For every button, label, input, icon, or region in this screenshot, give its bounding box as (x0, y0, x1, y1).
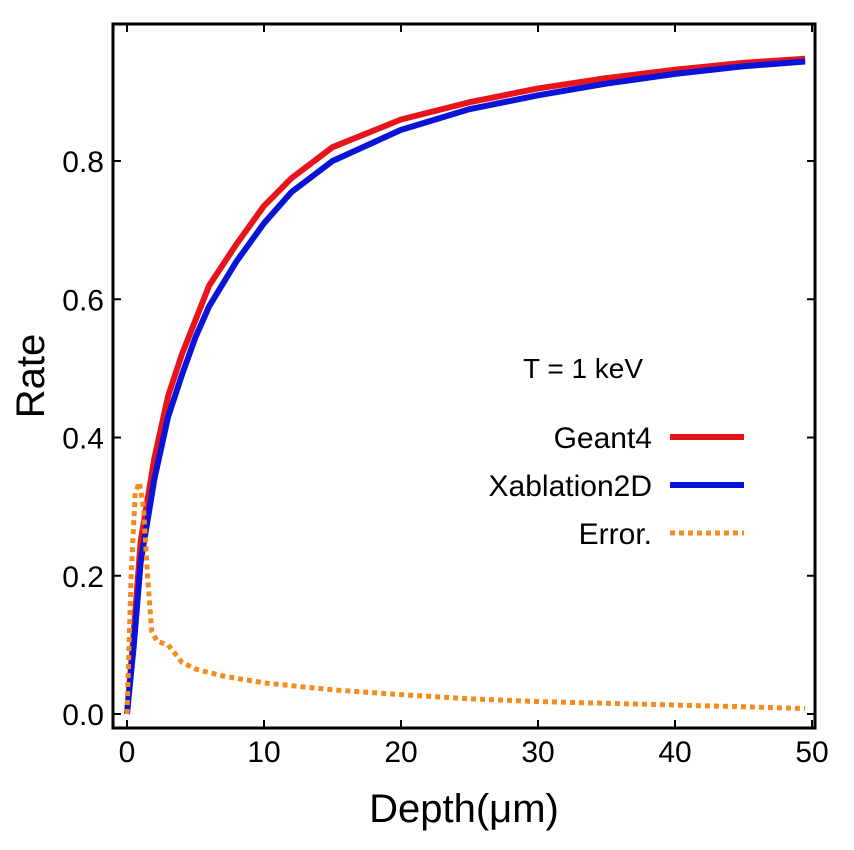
y-tick-label: 0.6 (62, 284, 104, 317)
x-tick-label: 20 (384, 736, 417, 769)
legend-title: T = 1 keV (523, 353, 643, 384)
x-tick-label: 30 (521, 736, 554, 769)
plot-frame (111, 22, 817, 730)
legend-label: Geant4 (554, 422, 652, 455)
y-tick-label: 0.2 (62, 561, 104, 594)
x-tick-label: 50 (795, 736, 828, 769)
x-tick-label: 0 (119, 736, 136, 769)
y-axis-label: Rate (9, 334, 53, 419)
x-axis-label: Depth(μm) (369, 787, 559, 831)
series-line-geant4 (124, 55, 806, 715)
series-line-xablation2d (124, 58, 806, 715)
x-tick-label: 10 (247, 736, 280, 769)
y-tick-label: 0.8 (62, 146, 104, 179)
y-tick-label: 0.0 (62, 699, 104, 732)
legend-label: Error. (579, 518, 652, 551)
x-tick-label: 40 (658, 736, 691, 769)
y-tick-label: 0.4 (62, 423, 104, 456)
legend-label: Xablation2D (489, 470, 652, 503)
series-line-error (124, 479, 806, 715)
